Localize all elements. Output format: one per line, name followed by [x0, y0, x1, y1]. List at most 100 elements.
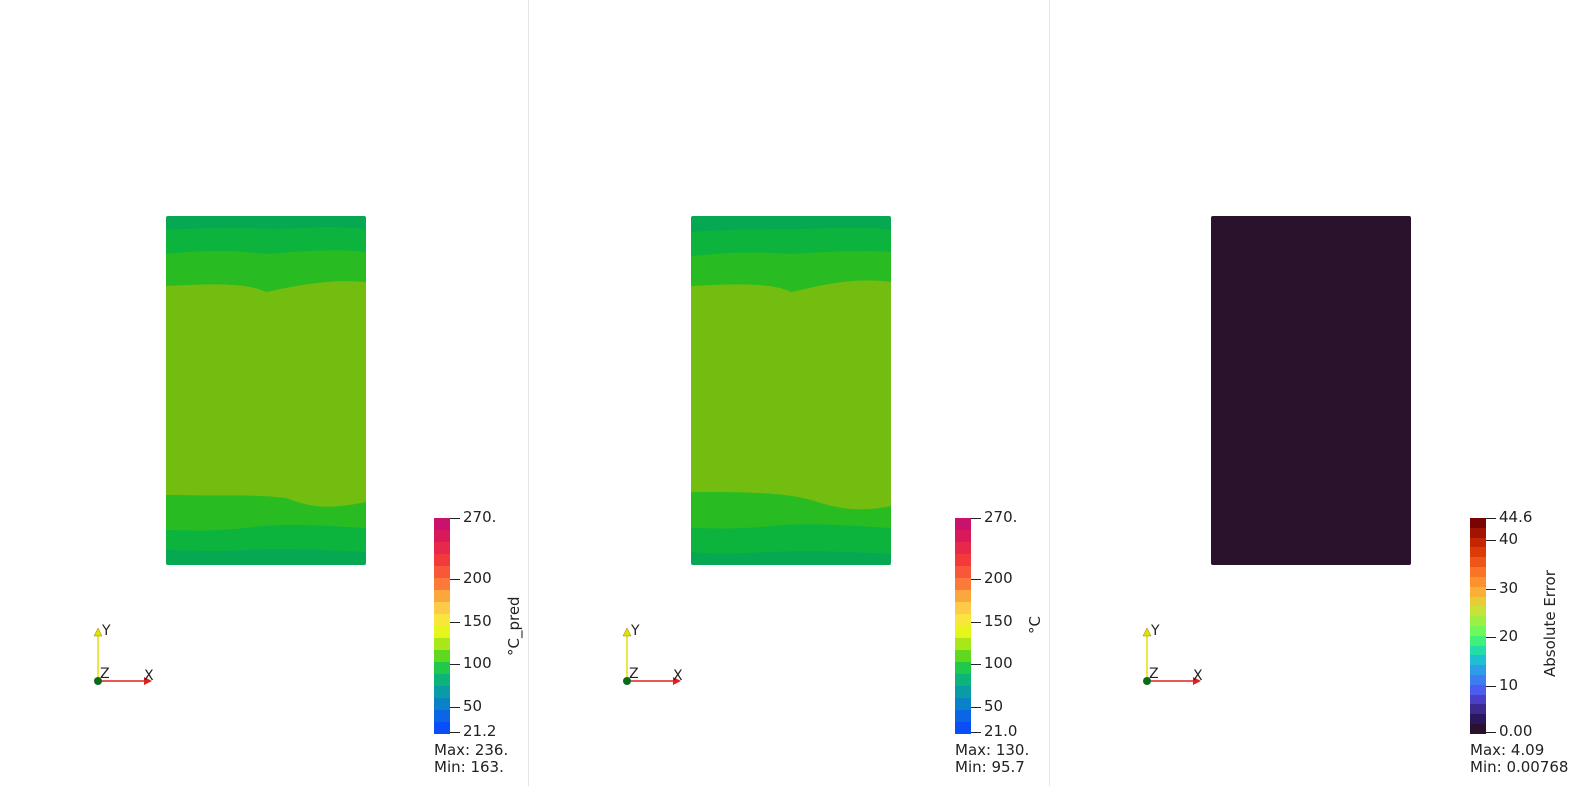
temperature-plate-prediction[interactable] [166, 216, 366, 565]
colorbar-swatch [955, 542, 971, 554]
viewport-prediction[interactable]: 270. 200 150 100 50 21.2 °C_pred Max: 236. Mi… [0, 0, 528, 786]
colorbar-swatch [434, 554, 450, 566]
colorbar-swatch [1470, 684, 1486, 695]
colorbar-swatch [434, 638, 450, 650]
colorbar-tick [971, 664, 981, 665]
orientation-axes[interactable]: Y Z X [1129, 620, 1219, 700]
colorbar-swatch [1470, 527, 1486, 538]
colorbar-swatch [955, 554, 971, 566]
z-axis-label: Z [1149, 666, 1159, 682]
min-value-ground-truth: Min: 95.7 [955, 758, 1025, 776]
orientation-axes[interactable]: Y Z X [80, 620, 170, 700]
colorbar-swatch [1470, 518, 1486, 528]
viewport-divider[interactable] [1049, 0, 1050, 786]
x-axis-label: X [673, 668, 683, 684]
colorbar-tick [1486, 518, 1496, 519]
temperature-plate-ground-truth[interactable] [691, 216, 891, 565]
viewport-ground-truth[interactable]: 270. 200 150 100 50 21.0 °C Max: 130. Min: 95… [525, 0, 1049, 786]
colorbar-swatch [1470, 596, 1486, 607]
x-axis-label: X [144, 668, 154, 684]
colorbar-tick [1486, 686, 1496, 687]
error-plate[interactable] [1211, 216, 1411, 565]
colorbar-swatch [955, 650, 971, 662]
max-value-prediction: Max: 236. [434, 741, 509, 759]
colorbar-tick [971, 732, 981, 733]
colorbar-tick-label: 44.6 [1499, 508, 1533, 526]
colorbar-swatch [1470, 557, 1486, 568]
colorbar-swatch [434, 698, 450, 710]
colorbar-tick-label: 200 [984, 569, 1013, 587]
colorbar-tick [1486, 540, 1496, 541]
colorbar-swatch [1470, 625, 1486, 636]
colorbar-ground-truth [955, 518, 971, 734]
colorbar-swatch [955, 518, 971, 530]
colorbar-tick-label: 20 [1499, 627, 1519, 645]
colorbar-tick-label: 100 [984, 654, 1013, 672]
orientation-axes[interactable]: Y Z X [609, 620, 699, 700]
colorbar-swatch [1470, 537, 1486, 548]
colorbar-swatch [434, 686, 450, 698]
colorbar-swatch [1470, 704, 1486, 715]
colorbar-tick-label: 270. [984, 508, 1018, 526]
y-axis-label: Y [102, 623, 111, 639]
colorbar-tick [971, 707, 981, 708]
z-axis-label: Z [629, 666, 639, 682]
colorbar-tick-label: 30 [1499, 579, 1519, 597]
colorbar-swatch [955, 686, 971, 698]
colorbar-tick [1486, 637, 1496, 638]
colorbar-swatch [434, 614, 450, 626]
max-value-error: Max: 4.09 [1470, 741, 1545, 759]
colorbar-swatch [955, 614, 971, 626]
colorbar-tick-label: 200 [463, 569, 492, 587]
colorbar-tick-label: 270. [463, 508, 497, 526]
min-value-error: Min: 0.00768 [1470, 758, 1569, 776]
error-contour [1211, 216, 1411, 565]
colorbar-swatch [955, 578, 971, 590]
colorbar-swatch [1470, 724, 1486, 734]
colorbar-swatch [1470, 586, 1486, 597]
colorbar-tick [1486, 732, 1496, 733]
colorbar-swatch [955, 530, 971, 542]
y-axis-label: Y [1151, 623, 1160, 639]
colorbar-swatch [434, 518, 450, 530]
colorbar-swatch [434, 542, 450, 554]
temperature-contour [166, 216, 366, 565]
viewport-divider[interactable] [528, 0, 529, 786]
colorbar-swatch [434, 590, 450, 602]
colorbar-swatch [955, 698, 971, 710]
colorbar-swatch [955, 710, 971, 722]
colorbar-swatch [1470, 665, 1486, 675]
colorbar-swatch [434, 674, 450, 686]
colorbar-swatch [1470, 606, 1486, 617]
colorbar-swatch [1470, 547, 1486, 558]
colorbar-title-prediction: °C_pred [505, 596, 523, 656]
colorbar-tick-label: 100 [463, 654, 492, 672]
min-value-prediction: Min: 163. [434, 758, 504, 776]
colorbar-title-ground-truth: °C [1026, 616, 1044, 634]
max-value-ground-truth: Max: 130. [955, 741, 1030, 759]
colorbar-swatch [1470, 645, 1486, 656]
colorbar-swatch [1470, 655, 1486, 666]
colorbar-swatch [434, 710, 450, 722]
colorbar-tick [971, 622, 981, 623]
colorbar-swatch [434, 722, 450, 734]
colorbar-swatch [434, 566, 450, 578]
colorbar-swatch [1470, 567, 1486, 577]
colorbar-swatch [955, 662, 971, 674]
colorbar-swatch [955, 626, 971, 638]
colorbar-swatch [434, 662, 450, 674]
colorbar-tick [450, 732, 460, 733]
colorbar-swatch [1470, 694, 1486, 705]
temperature-contour [691, 216, 891, 565]
colorbar-error [1470, 518, 1486, 734]
colorbar-tick-label: 40 [1499, 530, 1519, 548]
colorbar-tick-label: 21.0 [984, 722, 1018, 740]
colorbar-title-error: Absolute Error [1541, 570, 1559, 677]
colorbar-tick-label: 0.00 [1499, 722, 1533, 740]
colorbar-swatch [955, 590, 971, 602]
viewport-absolute-error[interactable]: 44.6 40 30 20 10 0.00 Absolute Error Max: 4.0… [1045, 0, 1582, 786]
colorbar-swatch [434, 602, 450, 614]
colorbar-swatch [1470, 635, 1486, 646]
colorbar-swatch [955, 638, 971, 650]
x-axis-label: X [1193, 668, 1203, 684]
